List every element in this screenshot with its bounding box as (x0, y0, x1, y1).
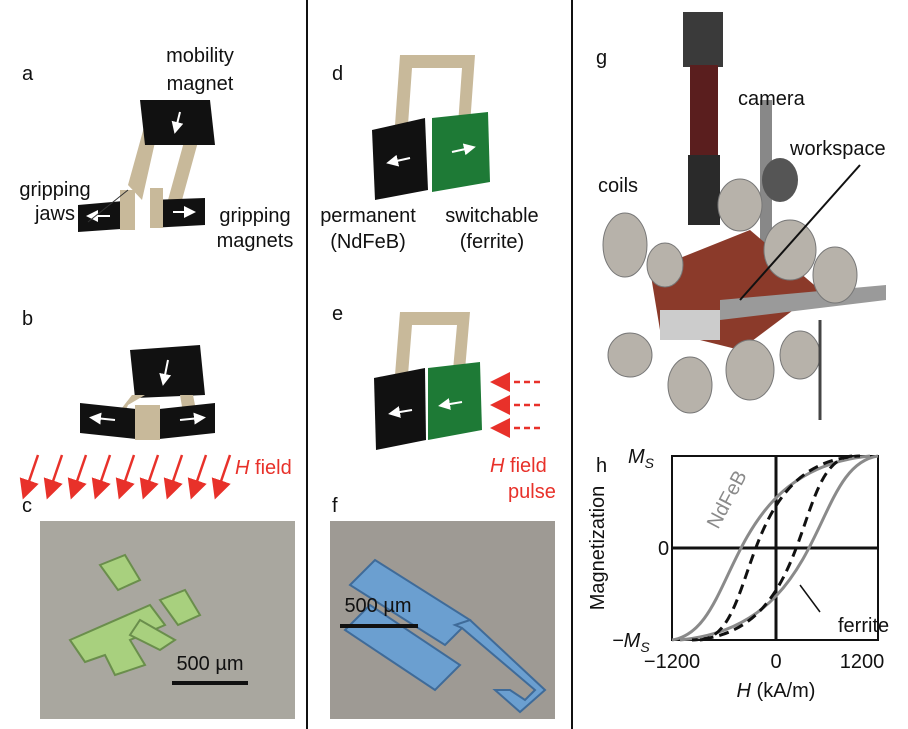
y-tick-label: MS (628, 446, 655, 471)
label: switchable (445, 205, 538, 227)
label: (ferrite) (460, 231, 524, 253)
panel-letter: a (22, 63, 34, 85)
pulse-arrows (500, 382, 540, 428)
label: magnet (167, 73, 234, 95)
curve-label: ferrite (838, 615, 889, 637)
label: camera (738, 88, 806, 110)
label: gripping (219, 205, 290, 227)
x-tick-label: 0 (770, 651, 781, 673)
gripper-drawing (80, 345, 215, 440)
panel-letter: d (332, 63, 343, 85)
label: permanent (320, 205, 416, 227)
tick-symbol: M (628, 446, 645, 468)
panel-letter: b (22, 308, 33, 330)
label: (NdFeB) (330, 231, 406, 253)
panel-letter: h (596, 455, 607, 477)
label: jaws (34, 203, 75, 225)
panel-letter: e (332, 303, 343, 325)
x-tick-label: 1200 (840, 651, 885, 673)
gripper-drawing (372, 55, 490, 200)
y-axis-label: Magnetization (587, 486, 609, 611)
field-symbol: H (490, 455, 505, 477)
label: gripping (19, 179, 90, 201)
tick-subscript: S (645, 455, 655, 471)
setup-photo (603, 12, 886, 420)
axis-symbol: H (737, 680, 752, 702)
pulse-label: pulse (508, 481, 556, 503)
field-text: field (249, 457, 291, 479)
scale-label: 500 µm (344, 595, 411, 617)
field-text: field (504, 455, 546, 477)
label: workspace (789, 138, 886, 160)
label: magnets (217, 230, 294, 252)
gripper-drawing (78, 100, 215, 232)
pointer (800, 585, 820, 612)
panel-letter: f (332, 495, 338, 517)
field-symbol: H (235, 457, 250, 479)
tick-symbol: −M (612, 630, 641, 652)
field-arrows (26, 455, 230, 490)
x-axis-label: H (kA/m) (737, 680, 816, 702)
label: coils (598, 175, 638, 197)
curve-label: NdFeB (703, 467, 752, 532)
scale-label: 500 µm (176, 653, 243, 675)
field-label: H field (235, 457, 292, 479)
panel-letter: g (596, 47, 607, 69)
sem-image (40, 521, 295, 719)
gripper-drawing (374, 312, 482, 450)
axis-unit: (kA/m) (751, 680, 815, 702)
label: mobility (166, 45, 234, 67)
figure: a mobility magnet gripping jaws gripping… (0, 0, 908, 729)
panel-letter: c (22, 495, 32, 517)
y-tick-label: 0 (658, 538, 669, 560)
field-label: H field (490, 455, 547, 477)
x-tick-label: −1200 (644, 651, 700, 673)
